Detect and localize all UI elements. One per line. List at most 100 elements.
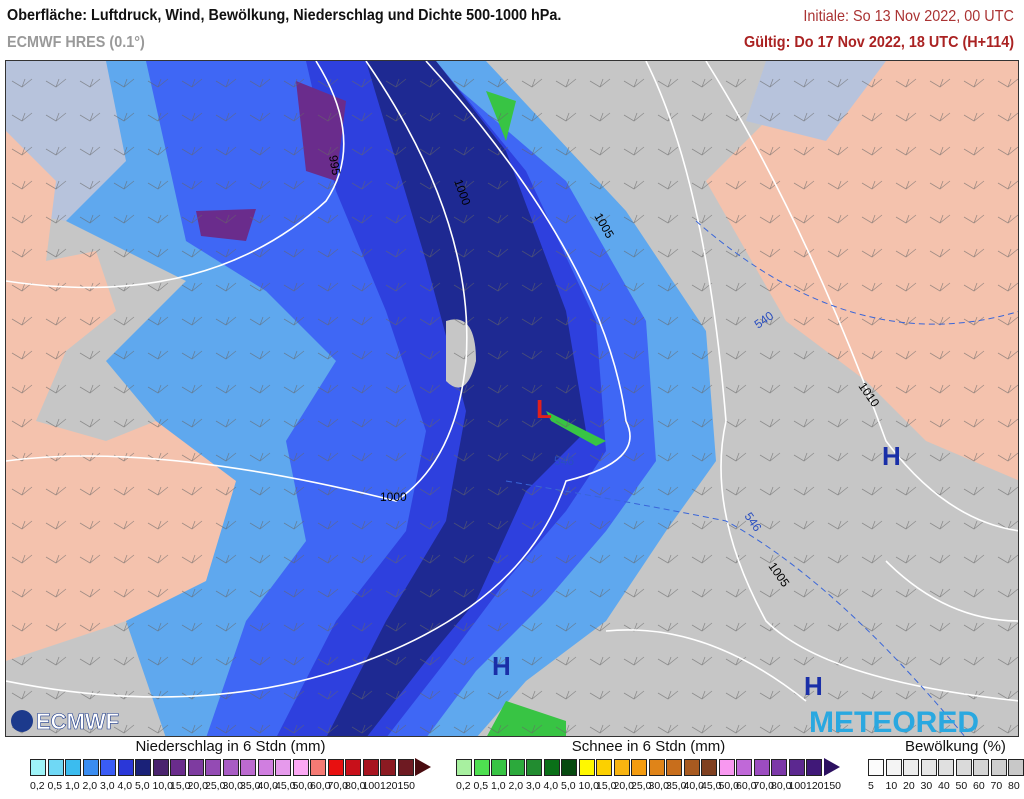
legend-label: 25,0: [205, 780, 226, 792]
legend-swatch: [345, 758, 361, 776]
legend-swatch: [885, 758, 902, 776]
legend-label: 3,0: [100, 780, 115, 792]
high-pressure-marker: H: [804, 671, 823, 701]
meteored-logo: METEORED: [809, 706, 979, 737]
isobar-label: 1000: [380, 490, 407, 504]
legend-label: 45,0: [701, 780, 722, 792]
legend-label: 60,0: [736, 780, 757, 792]
legend-swatch: [938, 758, 954, 776]
legend-label: 15,0: [596, 780, 617, 792]
legend-swatch: [82, 758, 99, 776]
legend-label: 35,0: [666, 780, 687, 792]
legend-label: 80: [1008, 780, 1020, 792]
legend-label: 40,0: [257, 780, 278, 792]
legend-swatch: [868, 758, 884, 776]
legend-swatch: [292, 758, 309, 776]
legend-title: Niederschlag in 6 Stdn (mm): [135, 738, 326, 755]
legend-swatch: [187, 758, 204, 776]
legend-label: 0,2: [456, 780, 471, 792]
legend-title: Bewölkung (%): [905, 738, 1006, 755]
legend-label: 25,0: [631, 780, 652, 792]
legend-swatch: [473, 758, 490, 776]
legend-swatch: [100, 758, 116, 776]
legend-swatch: [596, 758, 612, 776]
legend-label: 20,0: [613, 780, 634, 792]
legend-label: 0,2: [30, 780, 45, 792]
legend-swatch: [135, 758, 151, 776]
legend-label: 10,0: [152, 780, 173, 792]
legend-swatch: [275, 758, 291, 776]
legend-swatch: [456, 758, 472, 776]
legend-label: 150: [397, 780, 416, 792]
isobar-label: 995: [326, 154, 343, 176]
model-name: ECMWF HRES (0.1°): [7, 34, 145, 51]
legend-label: 150: [823, 780, 842, 792]
legend-label: 80,0: [771, 780, 792, 792]
legend-swatch: [718, 758, 735, 776]
legend-swatch: [666, 758, 682, 776]
legend-label: 50,0: [292, 780, 313, 792]
legend-label: 1,0: [65, 780, 80, 792]
high-pressure-marker: H: [492, 651, 511, 681]
legend-swatch: [613, 758, 630, 776]
legend-arrow: [415, 758, 431, 776]
legend-swatch: [973, 758, 989, 776]
legend-swatch: [561, 758, 577, 776]
legend-swatch: [543, 758, 560, 776]
legend-swatch: [903, 758, 919, 776]
legend-arrow: [823, 758, 840, 776]
legend-swatch: [222, 758, 239, 776]
legend-swatch: [771, 758, 787, 776]
legend-swatch: [683, 758, 700, 776]
legend-label: 20: [903, 780, 915, 792]
legend-label: 50: [955, 780, 968, 792]
legend-swatch: [526, 758, 542, 776]
legend-swatch: [990, 758, 1007, 776]
legend-label: 120: [380, 780, 398, 792]
legend-label: 30,0: [222, 780, 243, 792]
legend-swatch: [648, 758, 665, 776]
legend-label: 5,0: [561, 780, 576, 792]
legend-label: 45,0: [275, 780, 296, 792]
legend-label: 0,5: [473, 780, 489, 792]
legend-title: Schnee in 6 Stdn (mm): [571, 738, 726, 755]
legend-label: 4,0: [117, 780, 133, 792]
svg-text:ECMWF: ECMWF: [36, 709, 119, 734]
legend-label: 50,0: [718, 780, 739, 792]
legend-label: 4,0: [543, 780, 559, 792]
legend-label: 30,0: [648, 780, 669, 792]
legend-label: 60: [973, 780, 985, 792]
legend-swatch: [955, 758, 972, 776]
legend-swatch: [701, 758, 717, 776]
legend-label: 2,0: [508, 780, 524, 792]
legend-swatch: [380, 758, 396, 776]
legend-label: 70,0: [753, 780, 774, 792]
legend-swatch: [240, 758, 256, 776]
legend-label: 70,0: [327, 780, 348, 792]
legend-label: 100: [362, 780, 381, 792]
legend-swatch: [47, 758, 64, 776]
legend-swatch: [753, 758, 770, 776]
legend-swatch: [152, 758, 169, 776]
legend-label: 40: [938, 780, 950, 792]
snow-legend: Schnee in 6 Stdn (mm) 0,2 0,5 1,0 2,0 3,0 4,0…: [456, 738, 841, 792]
legend-swatch: [397, 758, 414, 776]
legend-swatch: [117, 758, 134, 776]
init-time: Initiale: So 13 Nov 2022, 00 UTC: [803, 8, 1014, 25]
legend-swatch: [736, 758, 752, 776]
ecmwf-logo: ECMWF: [11, 709, 119, 734]
legend-label: 70: [990, 780, 1003, 792]
legend-swatch: [65, 758, 81, 776]
legend-label: 120: [806, 780, 824, 792]
legend-label: 80,0: [345, 780, 366, 792]
cloud-legend: Bewölkung (%) 5102030405060708090: [868, 738, 1024, 792]
legend-swatch: [788, 758, 805, 776]
legend-swatch: [578, 758, 595, 776]
legend-swatch: [491, 758, 507, 776]
legend-swatch: [257, 758, 274, 776]
weather-map[interactable]: 995 1000 1005 1010 1000 1005 540 546 546…: [5, 60, 1019, 737]
legend-label: 20,0: [187, 780, 208, 792]
legend-swatch: [1008, 758, 1024, 776]
legend-swatch: [508, 758, 525, 776]
valid-time: Gültig: Do 17 Nov 2022, 18 UTC (H+114): [743, 34, 1014, 51]
